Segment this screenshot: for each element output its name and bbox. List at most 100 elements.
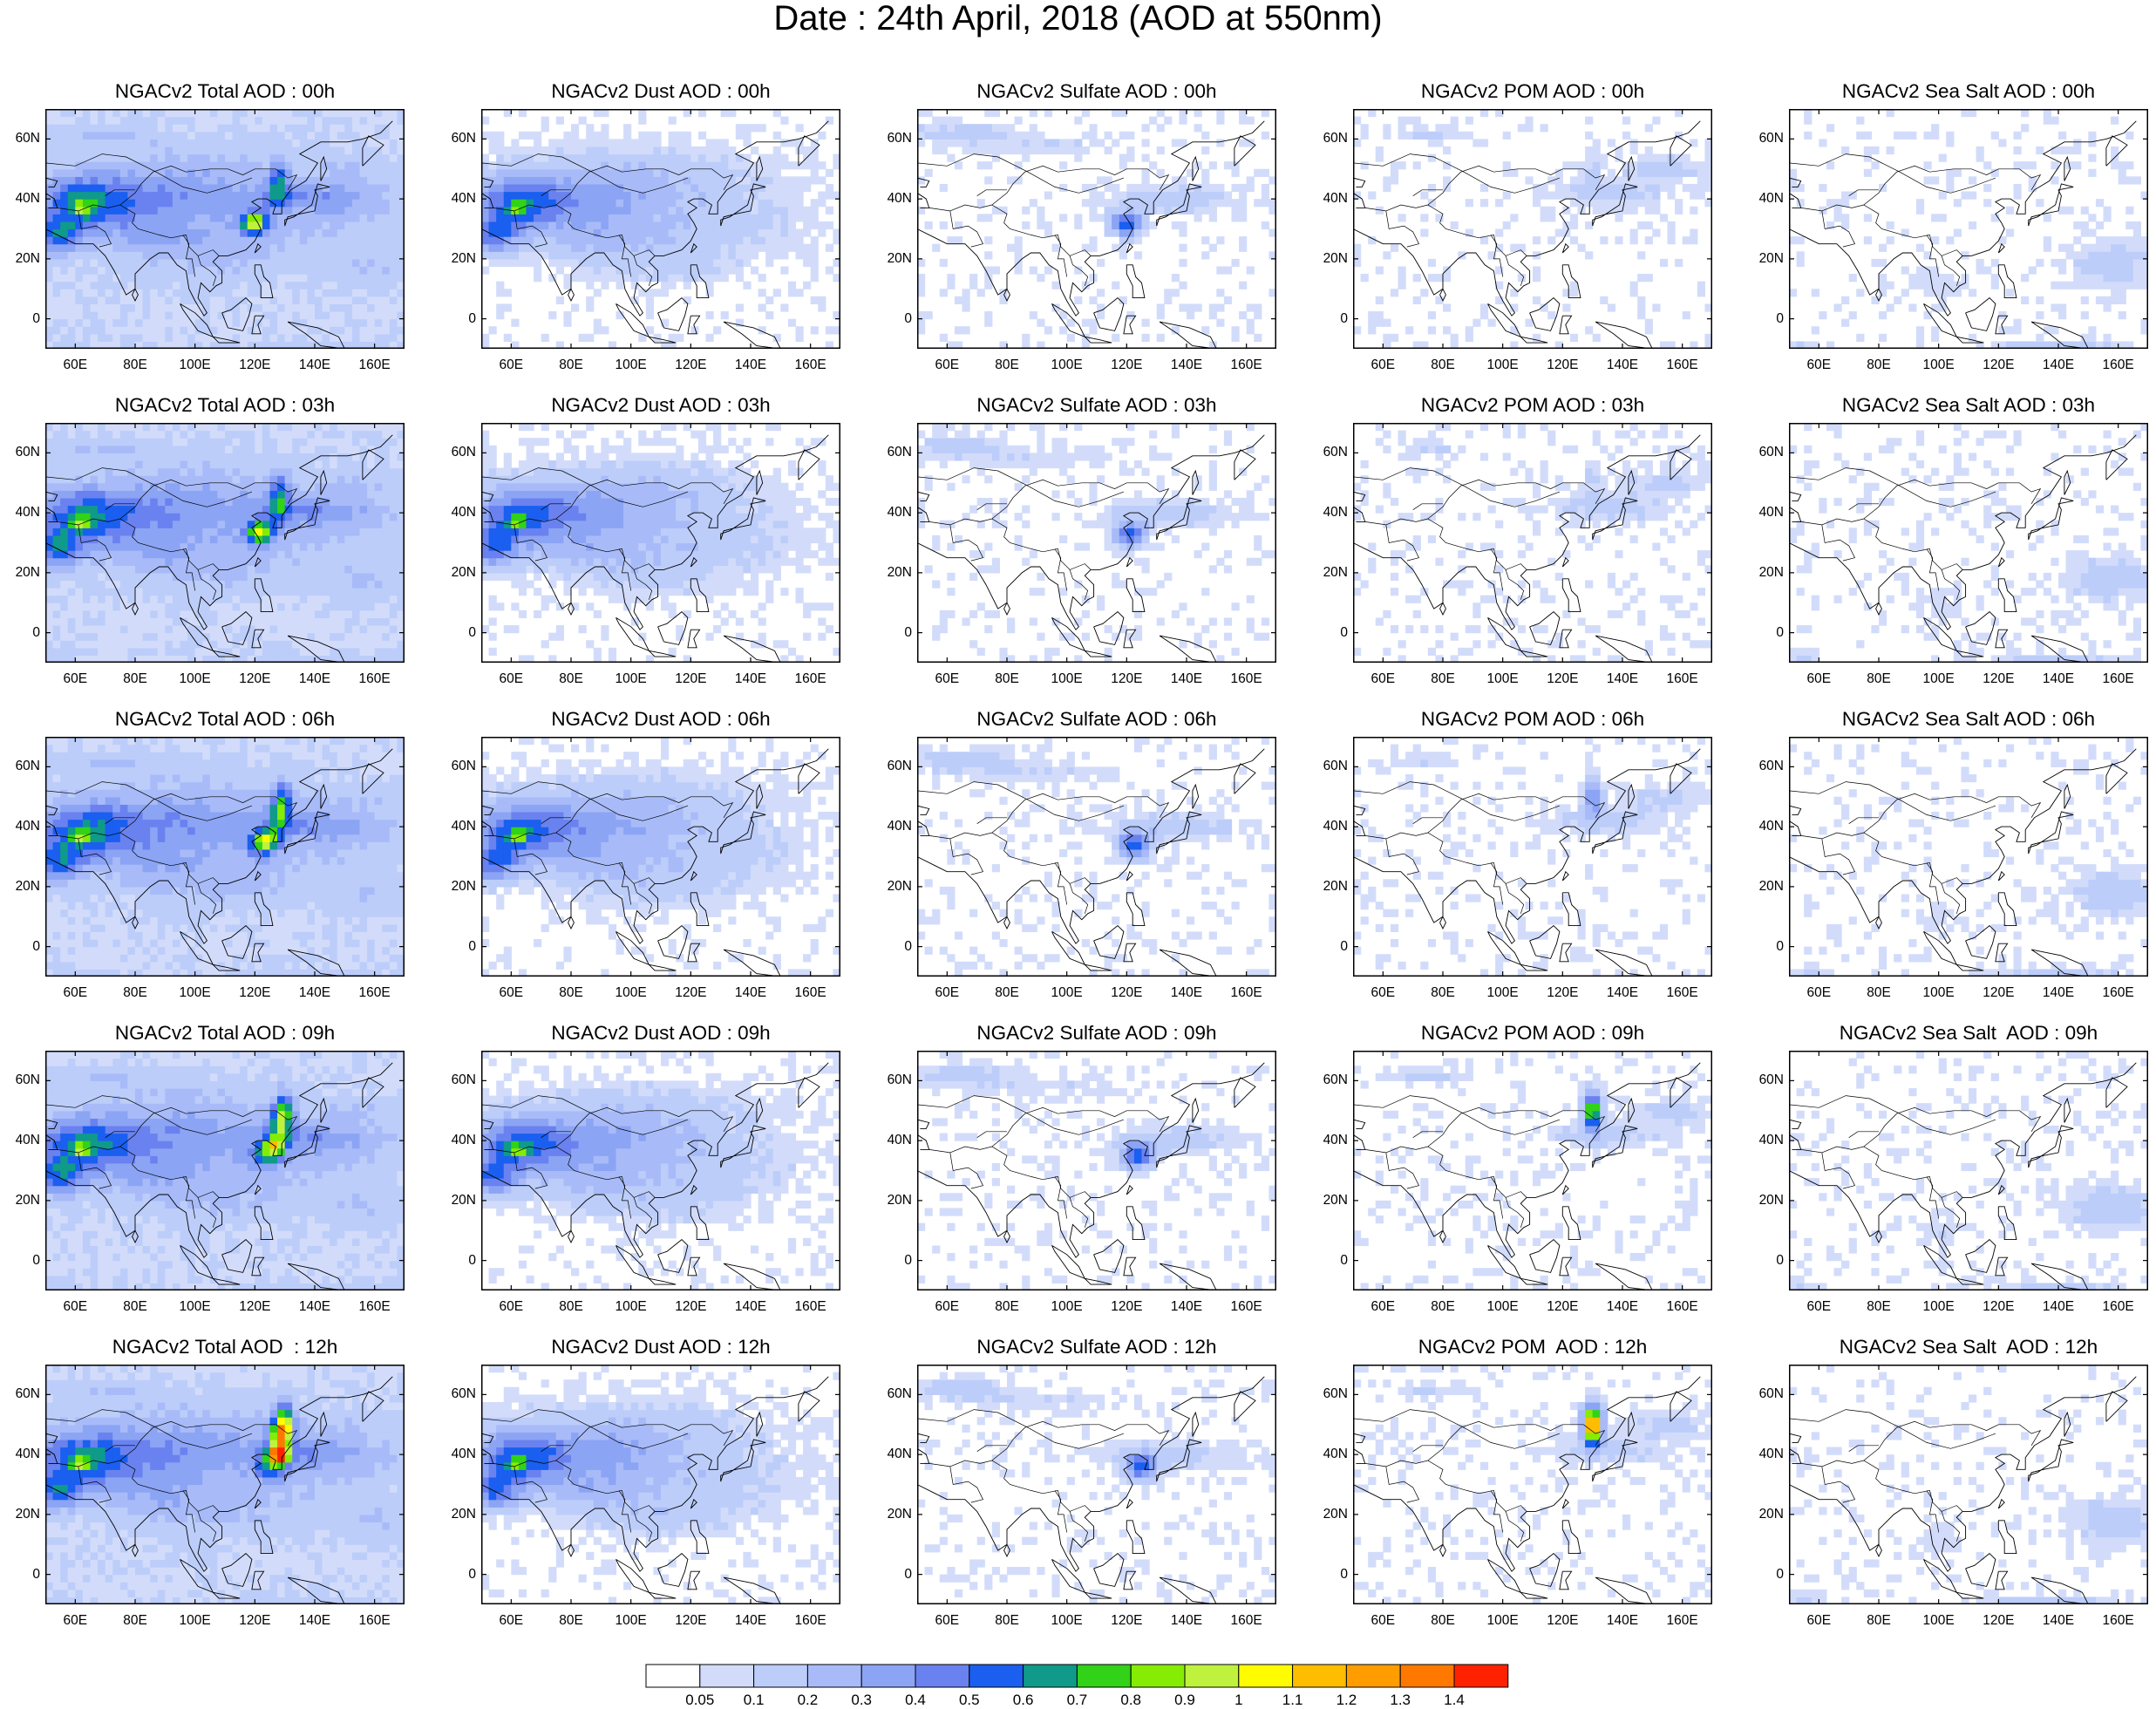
aod-cell xyxy=(758,274,766,282)
lat-tick-label: 20N xyxy=(441,251,476,267)
aod-cell xyxy=(60,528,68,535)
aod-cell xyxy=(375,221,383,229)
aod-cell xyxy=(292,580,300,588)
aod-cell xyxy=(240,543,248,551)
aod-cell xyxy=(736,229,744,237)
aod-cell xyxy=(120,161,128,169)
aod-cell xyxy=(1194,199,1202,207)
aod-cell xyxy=(1074,214,1082,221)
aod-cell xyxy=(262,303,270,311)
aod-cell xyxy=(262,289,270,296)
aod-cell xyxy=(818,303,826,311)
aod-cell xyxy=(601,132,609,140)
aod-cell xyxy=(1697,184,1705,192)
aod-cell xyxy=(225,603,233,610)
aod-cell xyxy=(158,259,166,267)
aod-cell xyxy=(262,184,270,192)
aod-cell xyxy=(713,154,721,162)
aod-cell xyxy=(2133,229,2141,237)
aod-cell xyxy=(609,266,616,274)
aod-cell xyxy=(344,146,352,154)
aod-cell xyxy=(75,610,83,618)
aod-cell xyxy=(1916,199,1924,207)
aod-cell xyxy=(150,236,158,244)
aod-cell xyxy=(75,573,83,581)
aod-cell xyxy=(2111,259,2119,267)
aod-cell xyxy=(1585,199,1593,207)
aod-cell xyxy=(143,251,151,259)
aod-cell xyxy=(60,282,68,289)
aod-cell xyxy=(262,580,270,588)
aod-cell xyxy=(75,117,83,125)
aod-cell xyxy=(270,244,278,252)
aod-cell xyxy=(1037,221,1044,229)
aod-cell xyxy=(1991,169,1999,177)
aod-cell xyxy=(315,334,323,342)
aod-cell xyxy=(811,161,819,169)
aod-cell xyxy=(594,139,602,146)
aod-cell xyxy=(2119,244,2126,252)
aod-cell xyxy=(2096,244,2104,252)
aod-cell xyxy=(210,460,218,468)
aod-cell xyxy=(1007,146,1015,154)
aod-cell xyxy=(390,139,398,146)
aod-cell xyxy=(53,460,61,468)
aod-cell xyxy=(83,625,91,633)
aod-cell xyxy=(780,192,788,200)
aod-cell xyxy=(2119,169,2126,177)
aod-cell xyxy=(360,192,368,200)
aod-cell xyxy=(60,625,68,633)
aod-cell xyxy=(83,266,91,274)
aod-cell xyxy=(563,169,571,177)
aod-cell xyxy=(240,184,248,192)
aod-cell xyxy=(1668,192,1676,200)
aod-cell xyxy=(262,161,270,169)
aod-cell xyxy=(112,161,120,169)
aod-cell xyxy=(773,214,781,221)
aod-cell xyxy=(225,596,233,603)
aod-cell xyxy=(1645,319,1653,327)
aod-cell xyxy=(323,319,330,327)
aod-cell xyxy=(1652,161,1660,169)
aod-cell xyxy=(277,535,285,543)
lat-tick-label: 0 xyxy=(5,311,40,327)
aod-cell xyxy=(120,640,128,648)
aod-cell xyxy=(127,259,135,267)
aod-cell xyxy=(270,319,278,327)
aod-cell xyxy=(1216,139,1224,146)
aod-cell xyxy=(91,303,99,311)
aod-cell xyxy=(240,334,248,342)
aod-cell xyxy=(91,266,99,274)
aod-cell xyxy=(1954,289,1962,296)
aod-cell xyxy=(75,558,83,566)
aod-cell xyxy=(210,617,218,625)
aod-cell xyxy=(586,154,594,162)
aod-cell xyxy=(323,192,330,200)
aod-cell xyxy=(270,169,278,177)
aod-cell xyxy=(382,176,390,184)
aod-cell xyxy=(75,274,83,282)
aod-cell xyxy=(360,146,368,154)
aod-cell xyxy=(98,274,105,282)
aod-cell xyxy=(143,460,151,468)
aod-cell xyxy=(496,161,504,169)
aod-cell xyxy=(788,192,796,200)
aod-cell xyxy=(68,221,76,229)
aod-cell xyxy=(496,229,504,237)
aod-cell xyxy=(307,266,315,274)
aod-cell xyxy=(91,236,99,244)
aod-cell xyxy=(556,236,564,244)
aod-cell xyxy=(112,146,120,154)
aod-cell xyxy=(60,580,68,588)
aod-cell xyxy=(158,438,166,446)
aod-cell xyxy=(1690,192,1697,200)
aod-cell xyxy=(75,506,83,514)
aod-cell xyxy=(743,259,751,267)
aod-cell xyxy=(83,251,91,259)
aod-cell xyxy=(120,565,128,573)
coastline xyxy=(1353,178,1365,187)
aod-cell xyxy=(112,617,120,625)
aod-cell xyxy=(1652,303,1660,311)
aod-cell xyxy=(1488,319,1496,327)
aod-cell xyxy=(165,334,173,342)
